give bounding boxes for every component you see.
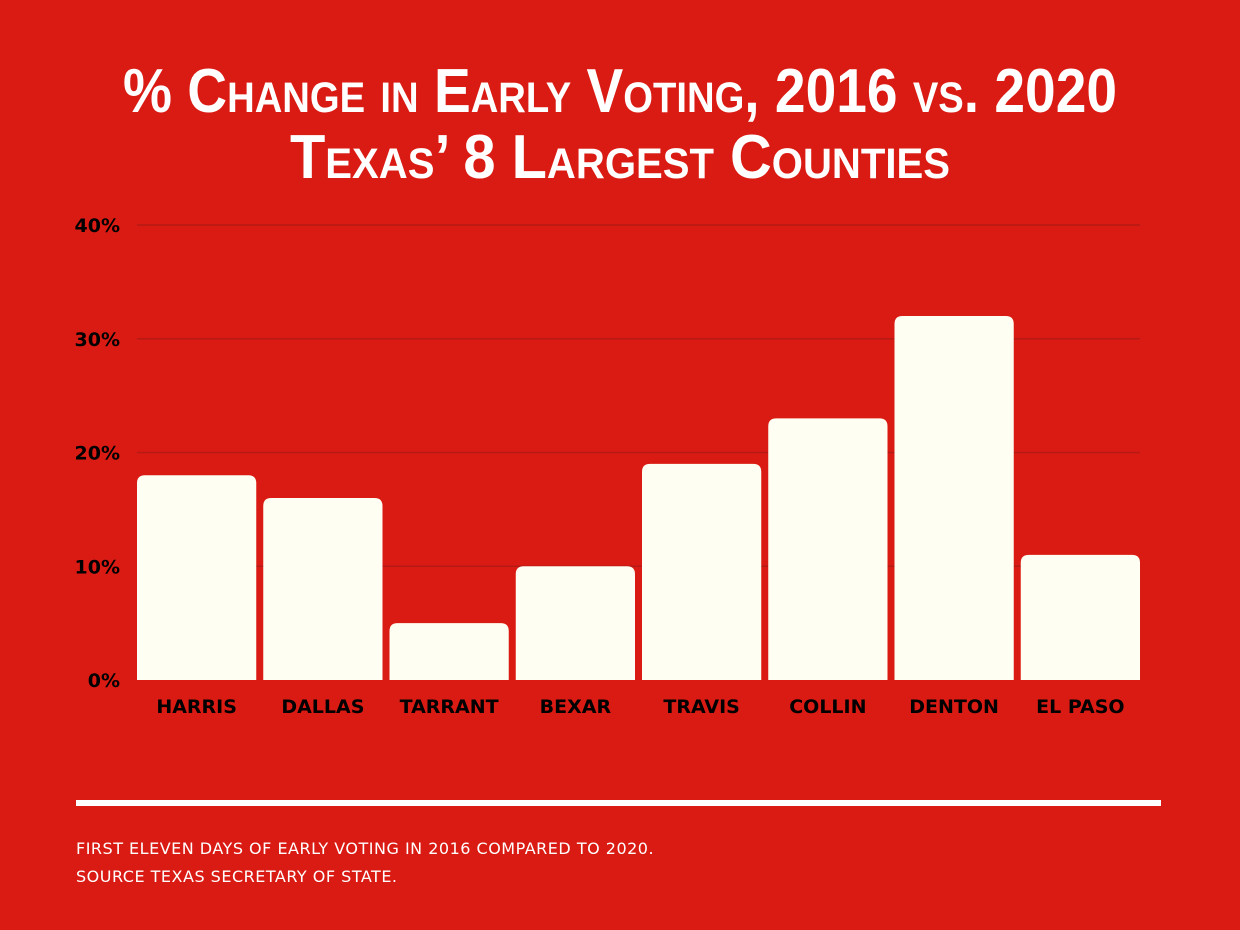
y-tick-label: 40% xyxy=(75,215,120,237)
bar-denton xyxy=(894,316,1014,680)
y-tick-label: 30% xyxy=(75,329,120,351)
footnote-line-1: FIRST ELEVEN DAYS OF EARLY VOTING IN 201… xyxy=(76,839,655,858)
y-tick-label: 0% xyxy=(88,670,120,692)
bar-bexar xyxy=(515,566,635,680)
x-category-label: EL PASO xyxy=(1036,696,1124,718)
x-category-label: HARRIS xyxy=(156,696,237,718)
bar-harris xyxy=(137,475,257,680)
y-tick-label: 20% xyxy=(75,443,120,465)
bar-dallas xyxy=(263,498,383,680)
x-category-label: TRAVIS xyxy=(663,696,739,718)
x-category-label: BEXAR xyxy=(540,696,612,718)
bar-tarrant xyxy=(389,623,509,680)
bar-el-paso xyxy=(1020,554,1140,680)
x-category-label: DALLAS xyxy=(281,696,364,718)
y-tick-label: 10% xyxy=(75,556,120,578)
divider-line xyxy=(76,800,1161,806)
x-category-label: DENTON xyxy=(909,696,999,718)
chart-subtitle: Texas’ 8 Largest Counties xyxy=(290,123,950,192)
bar-collin xyxy=(768,418,888,680)
footnote-line-2: SOURCE TEXAS SECRETARY OF STATE. xyxy=(76,867,398,886)
x-category-label: TARRANT xyxy=(400,696,499,718)
chart-title: % Change in Early Voting, 2016 vs. 2020 xyxy=(123,57,1117,126)
bar-travis xyxy=(642,463,762,680)
x-category-label: COLLIN xyxy=(789,696,866,718)
